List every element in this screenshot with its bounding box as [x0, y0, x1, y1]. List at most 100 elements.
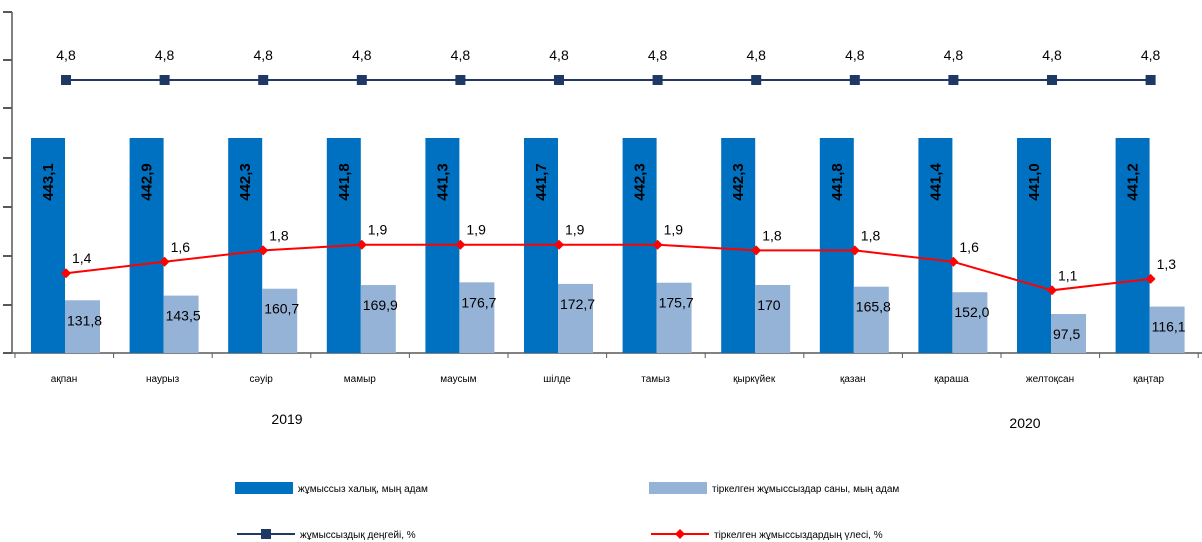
label-share-0: 1,4: [72, 250, 92, 266]
label-registered-7: 170: [757, 297, 781, 313]
marker-share-3: [356, 239, 367, 250]
label-rate-8: 4,8: [845, 47, 865, 63]
label-unemployed-2: 442,3: [237, 163, 254, 201]
axis-layer: [3, 11, 1202, 358]
bar-registered-10: [1051, 314, 1086, 353]
bar-registered-9: [952, 292, 988, 353]
marker-rate-8: [849, 75, 860, 85]
bar-unemployed-1: [129, 138, 164, 353]
bar-unemployed-0: [31, 138, 65, 353]
bar-unemployed-10: [1017, 138, 1051, 353]
label-share-1: 1,6: [171, 239, 191, 255]
category-label-9: қараша: [934, 374, 969, 385]
marker-share-5: [554, 239, 564, 250]
category-label-2: сәуір: [250, 374, 274, 385]
label-registered-0: 131,8: [67, 312, 102, 328]
marker-share-1: [159, 256, 170, 267]
bar-registered-11: [1149, 306, 1185, 353]
legend-label-unemployed: жұмыссыз халық, мың адам: [298, 484, 428, 495]
marker-rate-5: [554, 75, 564, 85]
bar-registered-7: [755, 285, 791, 353]
label-rate-10: 4,8: [1042, 47, 1062, 63]
label-share-4: 1,9: [466, 222, 486, 238]
marker-share-10: [1047, 285, 1057, 296]
label-unemployed-8: 441,8: [829, 163, 846, 201]
marker-rate-11: [1145, 75, 1156, 85]
category-label-6: тамыз: [641, 374, 670, 385]
label-rate-3: 4,8: [352, 47, 372, 63]
bar-unemployed-11: [1115, 138, 1150, 353]
label-registered-1: 143,5: [166, 308, 201, 324]
bar-layer: [31, 138, 1185, 353]
label-share-9: 1,6: [959, 239, 979, 255]
line-layer: [61, 75, 1156, 296]
bar-unemployed-7: [721, 138, 756, 353]
label-share-6: 1,9: [664, 222, 684, 238]
category-label-10: желтоқсан: [1026, 374, 1074, 385]
label-registered-8: 165,8: [856, 299, 891, 315]
marker-share-7: [751, 245, 762, 256]
bar-unemployed-2: [228, 138, 263, 353]
label-share-10: 1,1: [1058, 267, 1078, 283]
category-label-0: ақпан: [51, 374, 77, 385]
marker-rate-1: [159, 75, 170, 85]
label-unemployed-10: 441,0: [1026, 163, 1043, 201]
bar-registered-8: [853, 286, 889, 353]
label-share-3: 1,9: [368, 222, 388, 238]
label-rate-4: 4,8: [451, 47, 471, 63]
category-label-3: мамыр: [344, 374, 376, 385]
marker-rate-9: [948, 75, 959, 85]
label-rate-2: 4,8: [253, 47, 273, 63]
label-layer: 443,1 131,8 ақпан 442,9 143,5 наурыз 442,3 160,…: [40, 47, 1186, 431]
bar-registered-3: [360, 285, 396, 353]
line-share: [65, 243, 1151, 292]
label-rate-1: 4,8: [155, 47, 175, 63]
label-unemployed-9: 441,4: [927, 163, 944, 201]
legend-label-share: тіркелген жұмыссыздардың үлесі, %: [714, 530, 883, 541]
year-label-2019: 2019: [271, 411, 302, 427]
marker-share-2: [258, 245, 269, 256]
label-registered-11: 116,1: [1152, 319, 1186, 335]
label-rate-5: 4,8: [549, 47, 569, 63]
marker-share-0: [61, 268, 71, 279]
marker-share-9: [948, 256, 959, 267]
marker-rate-3: [356, 75, 367, 85]
category-label-7: қыркүйек: [733, 374, 776, 385]
label-unemployed-11: 441,2: [1125, 163, 1142, 201]
category-label-5: шілде: [543, 374, 571, 385]
bar-unemployed-9: [918, 138, 953, 353]
label-share-11: 1,3: [1157, 256, 1177, 272]
label-unemployed-3: 441,8: [336, 163, 353, 201]
category-label-8: қазан: [840, 374, 866, 385]
marker-rate-4: [455, 75, 466, 85]
marker-rate-2: [258, 75, 269, 85]
legend-marker-rate: [261, 529, 271, 539]
label-unemployed-7: 442,3: [730, 163, 747, 201]
bar-registered-0: [65, 300, 100, 353]
label-registered-5: 172,7: [560, 296, 595, 312]
label-rate-7: 4,8: [746, 47, 766, 63]
label-registered-6: 175,7: [659, 295, 694, 311]
bar-registered-5: [558, 283, 593, 353]
label-rate-6: 4,8: [648, 47, 668, 63]
label-share-7: 1,8: [762, 227, 782, 243]
category-label-4: маусым: [440, 374, 476, 385]
legend-swatch-registered: [649, 482, 707, 494]
label-rate-0: 4,8: [56, 47, 76, 63]
marker-rate-10: [1047, 75, 1057, 85]
marker-share-4: [455, 239, 466, 250]
marker-rate-6: [652, 75, 663, 85]
label-share-5: 1,9: [565, 222, 585, 238]
label-share-2: 1,8: [269, 227, 289, 243]
label-registered-10: 97,5: [1053, 326, 1080, 342]
bar-unemployed-8: [819, 138, 854, 353]
label-unemployed-5: 441,7: [533, 163, 550, 201]
legend-swatch-unemployed: [235, 482, 293, 494]
label-unemployed-4: 441,3: [434, 163, 451, 201]
label-registered-9: 152,0: [954, 304, 989, 320]
bar-registered-6: [656, 282, 692, 353]
legend-label-registered: тіркелген жұмыссыздар саны, мың адам: [712, 484, 899, 495]
year-label-2020: 2020: [1009, 415, 1040, 431]
label-unemployed-0: 443,1: [40, 163, 57, 201]
